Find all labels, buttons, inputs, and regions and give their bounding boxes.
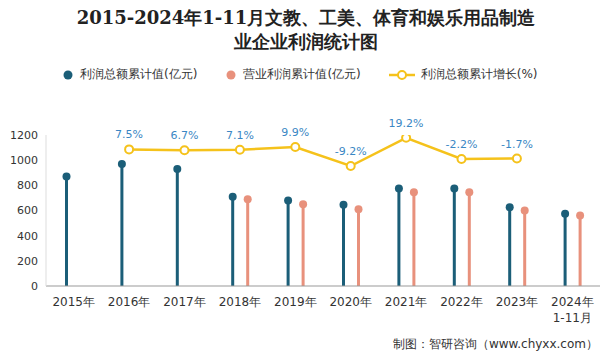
svg-text:1000: 1000 [10,154,38,167]
html-text:营业利润累计值(亿元): 营业利润累计值(亿元) [243,67,361,81]
svg-text:2024年1-11月: 2024年1-11月 [551,295,594,325]
svg-text:19.2%: 19.2% [389,117,424,130]
svg-text:200: 200 [17,255,38,268]
svg-text:2021年: 2021年 [385,295,428,309]
svg-text:-1.7%: -1.7% [501,138,533,151]
svg-text:7.5%: 7.5% [115,128,143,141]
svg-text:6.7%: 6.7% [171,129,199,142]
svg-text:2019年: 2019年 [274,295,317,309]
svg-text:-9.2%: -9.2% [335,145,367,158]
svg-text:2020年: 2020年 [329,295,372,309]
svg-text:2017年: 2017年 [163,295,206,309]
svg-text:2016年: 2016年 [108,295,151,309]
svg-text:600: 600 [17,204,38,217]
html-text:利润总额累计增长(%): 利润总额累计增长(%) [420,67,538,81]
svg-text:800: 800 [17,179,38,192]
svg-text:2018年: 2018年 [219,295,262,309]
svg-text:2023年: 2023年 [496,295,539,309]
html-text:2015-2024年1-11月文教、工美、体育和娱乐用品制造: 2015-2024年1-11月文教、工美、体育和娱乐用品制造 业企业利润统计图 [76,7,536,52]
svg-text:9.9%: 9.9% [281,126,309,139]
svg-text:7.1%: 7.1% [226,129,254,142]
html-text:制图：智研咨询（www.chyxx.com）: 制图：智研咨询（www.chyxx.com） [392,337,598,351]
html-text:利润总额累计值(亿元): 利润总额累计值(亿元) [80,67,198,81]
svg-text:2022年: 2022年 [440,295,483,309]
svg-text:400: 400 [17,230,38,243]
svg-text:-2.2%: -2.2% [446,138,478,151]
svg-text:2015年: 2015年 [52,295,95,309]
svg-text:1200: 1200 [10,129,38,142]
svg-text:0: 0 [31,280,38,293]
